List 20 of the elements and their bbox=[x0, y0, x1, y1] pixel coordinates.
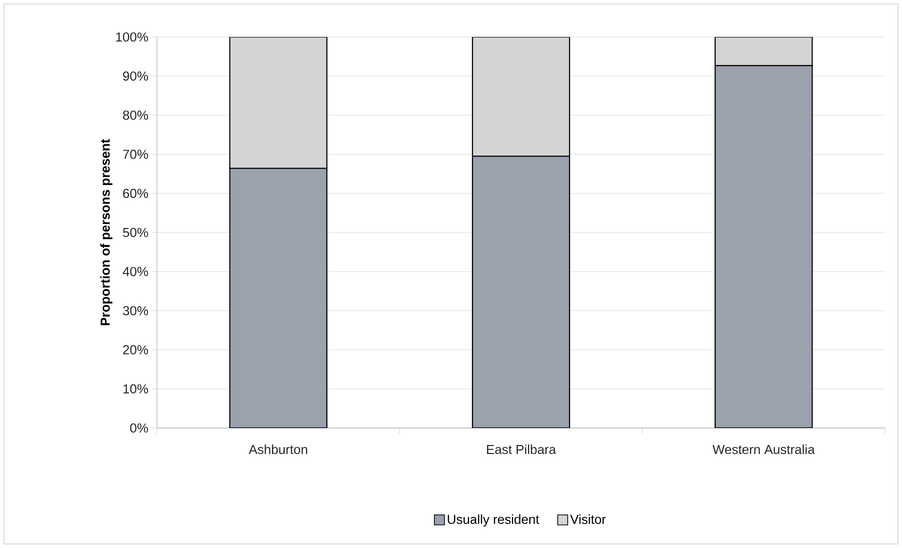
y-tick-label: 80% bbox=[123, 110, 148, 120]
y-tick-label: 30% bbox=[122, 306, 148, 316]
bar bbox=[714, 64, 813, 428]
y-tick-label: 10% bbox=[123, 384, 148, 394]
y-tick-label: 0% bbox=[130, 423, 148, 433]
y-tick-label: 50% bbox=[122, 228, 148, 238]
legend-label: Visitor bbox=[570, 514, 606, 524]
y-axis-title: Proportion of persons present bbox=[100, 139, 112, 326]
bar bbox=[472, 156, 570, 428]
y-tick-label: 90% bbox=[123, 71, 148, 81]
y-tick-label: 40% bbox=[122, 266, 148, 276]
y-tick-label: 70% bbox=[123, 150, 148, 159]
bar bbox=[229, 168, 328, 428]
x-tick-label: Ashburton bbox=[248, 444, 308, 454]
y-tick-label: 100% bbox=[116, 32, 148, 42]
y-tick-label: 20% bbox=[123, 345, 148, 354]
x-tick-label: Western Australia bbox=[712, 444, 815, 454]
y-tick-label: 60% bbox=[123, 188, 148, 198]
x-tick-label: East Pilbara bbox=[487, 444, 556, 454]
legend-label: Usually resident bbox=[448, 514, 540, 527]
